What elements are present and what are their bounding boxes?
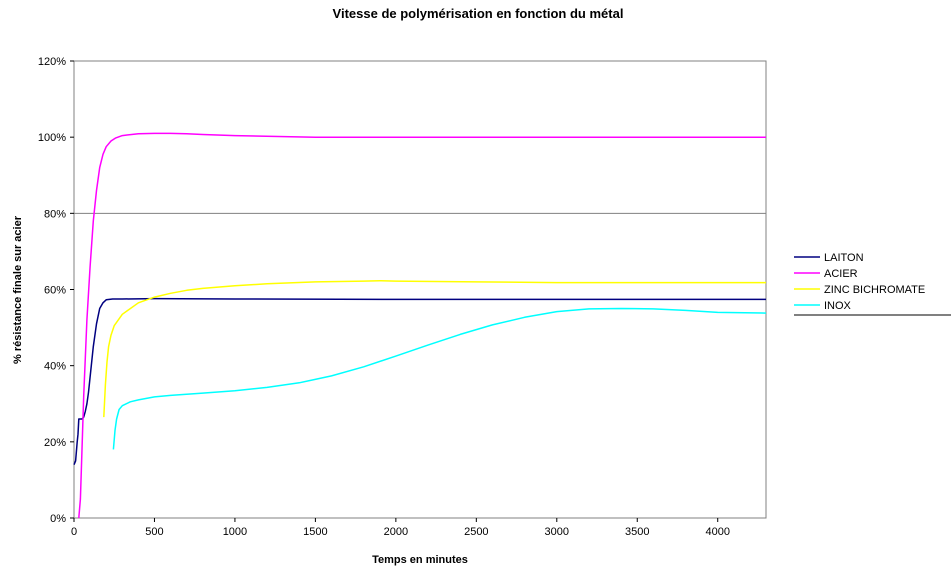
x-tick-label: 4000 bbox=[705, 526, 729, 538]
x-tick-label: 500 bbox=[145, 526, 163, 538]
y-tick-label: 0% bbox=[50, 513, 66, 525]
x-tick-label: 2000 bbox=[384, 526, 408, 538]
y-tick-label: 100% bbox=[38, 132, 66, 144]
x-tick-label: 1000 bbox=[223, 526, 247, 538]
legend-label-laiton: LAITON bbox=[824, 252, 864, 264]
x-axis: 0 500 1000 1500 2000 2500 3000 3500 4000 bbox=[71, 518, 730, 538]
legend-label-zinc-bichromate: ZINC BICHROMATE bbox=[824, 284, 925, 296]
y-axis: 0% 20% 40% 60% 80% 100% 120% bbox=[38, 56, 74, 525]
legend-label-acier: ACIER bbox=[824, 268, 858, 280]
series-line-acier bbox=[78, 132, 766, 519]
legend-label-inox: INOX bbox=[824, 300, 852, 312]
y-tick-label: 60% bbox=[44, 285, 66, 297]
series-line-inox bbox=[112, 307, 767, 450]
plot-frame bbox=[73, 60, 767, 519]
plot-area: 0 500 1000 1500 2000 2500 3000 3500 4000 0% 20% 40… bbox=[38, 56, 767, 538]
x-tick-label: 3500 bbox=[625, 526, 649, 538]
y-axis-label: % résistance finale sur acier bbox=[12, 215, 24, 364]
y-tick-label: 40% bbox=[44, 361, 66, 373]
legend: LAITON ACIER ZINC BICHROMATE INOX bbox=[794, 252, 951, 316]
x-axis-label: Temps en minutes bbox=[372, 554, 468, 566]
y-tick-label: 80% bbox=[44, 208, 66, 220]
x-tick-label: 3000 bbox=[545, 526, 569, 538]
x-tick-label: 1500 bbox=[303, 526, 327, 538]
series-line-laiton bbox=[73, 297, 766, 465]
y-tick-label: 20% bbox=[44, 437, 66, 449]
chart-title: Vitesse de polymérisation en fonction du… bbox=[333, 6, 624, 21]
x-tick-label: 2500 bbox=[464, 526, 488, 538]
y-tick-label: 120% bbox=[38, 56, 66, 68]
x-tick-label: 0 bbox=[71, 526, 77, 538]
series-layer bbox=[73, 132, 767, 519]
series-line-zinc-bichromate bbox=[103, 279, 766, 418]
